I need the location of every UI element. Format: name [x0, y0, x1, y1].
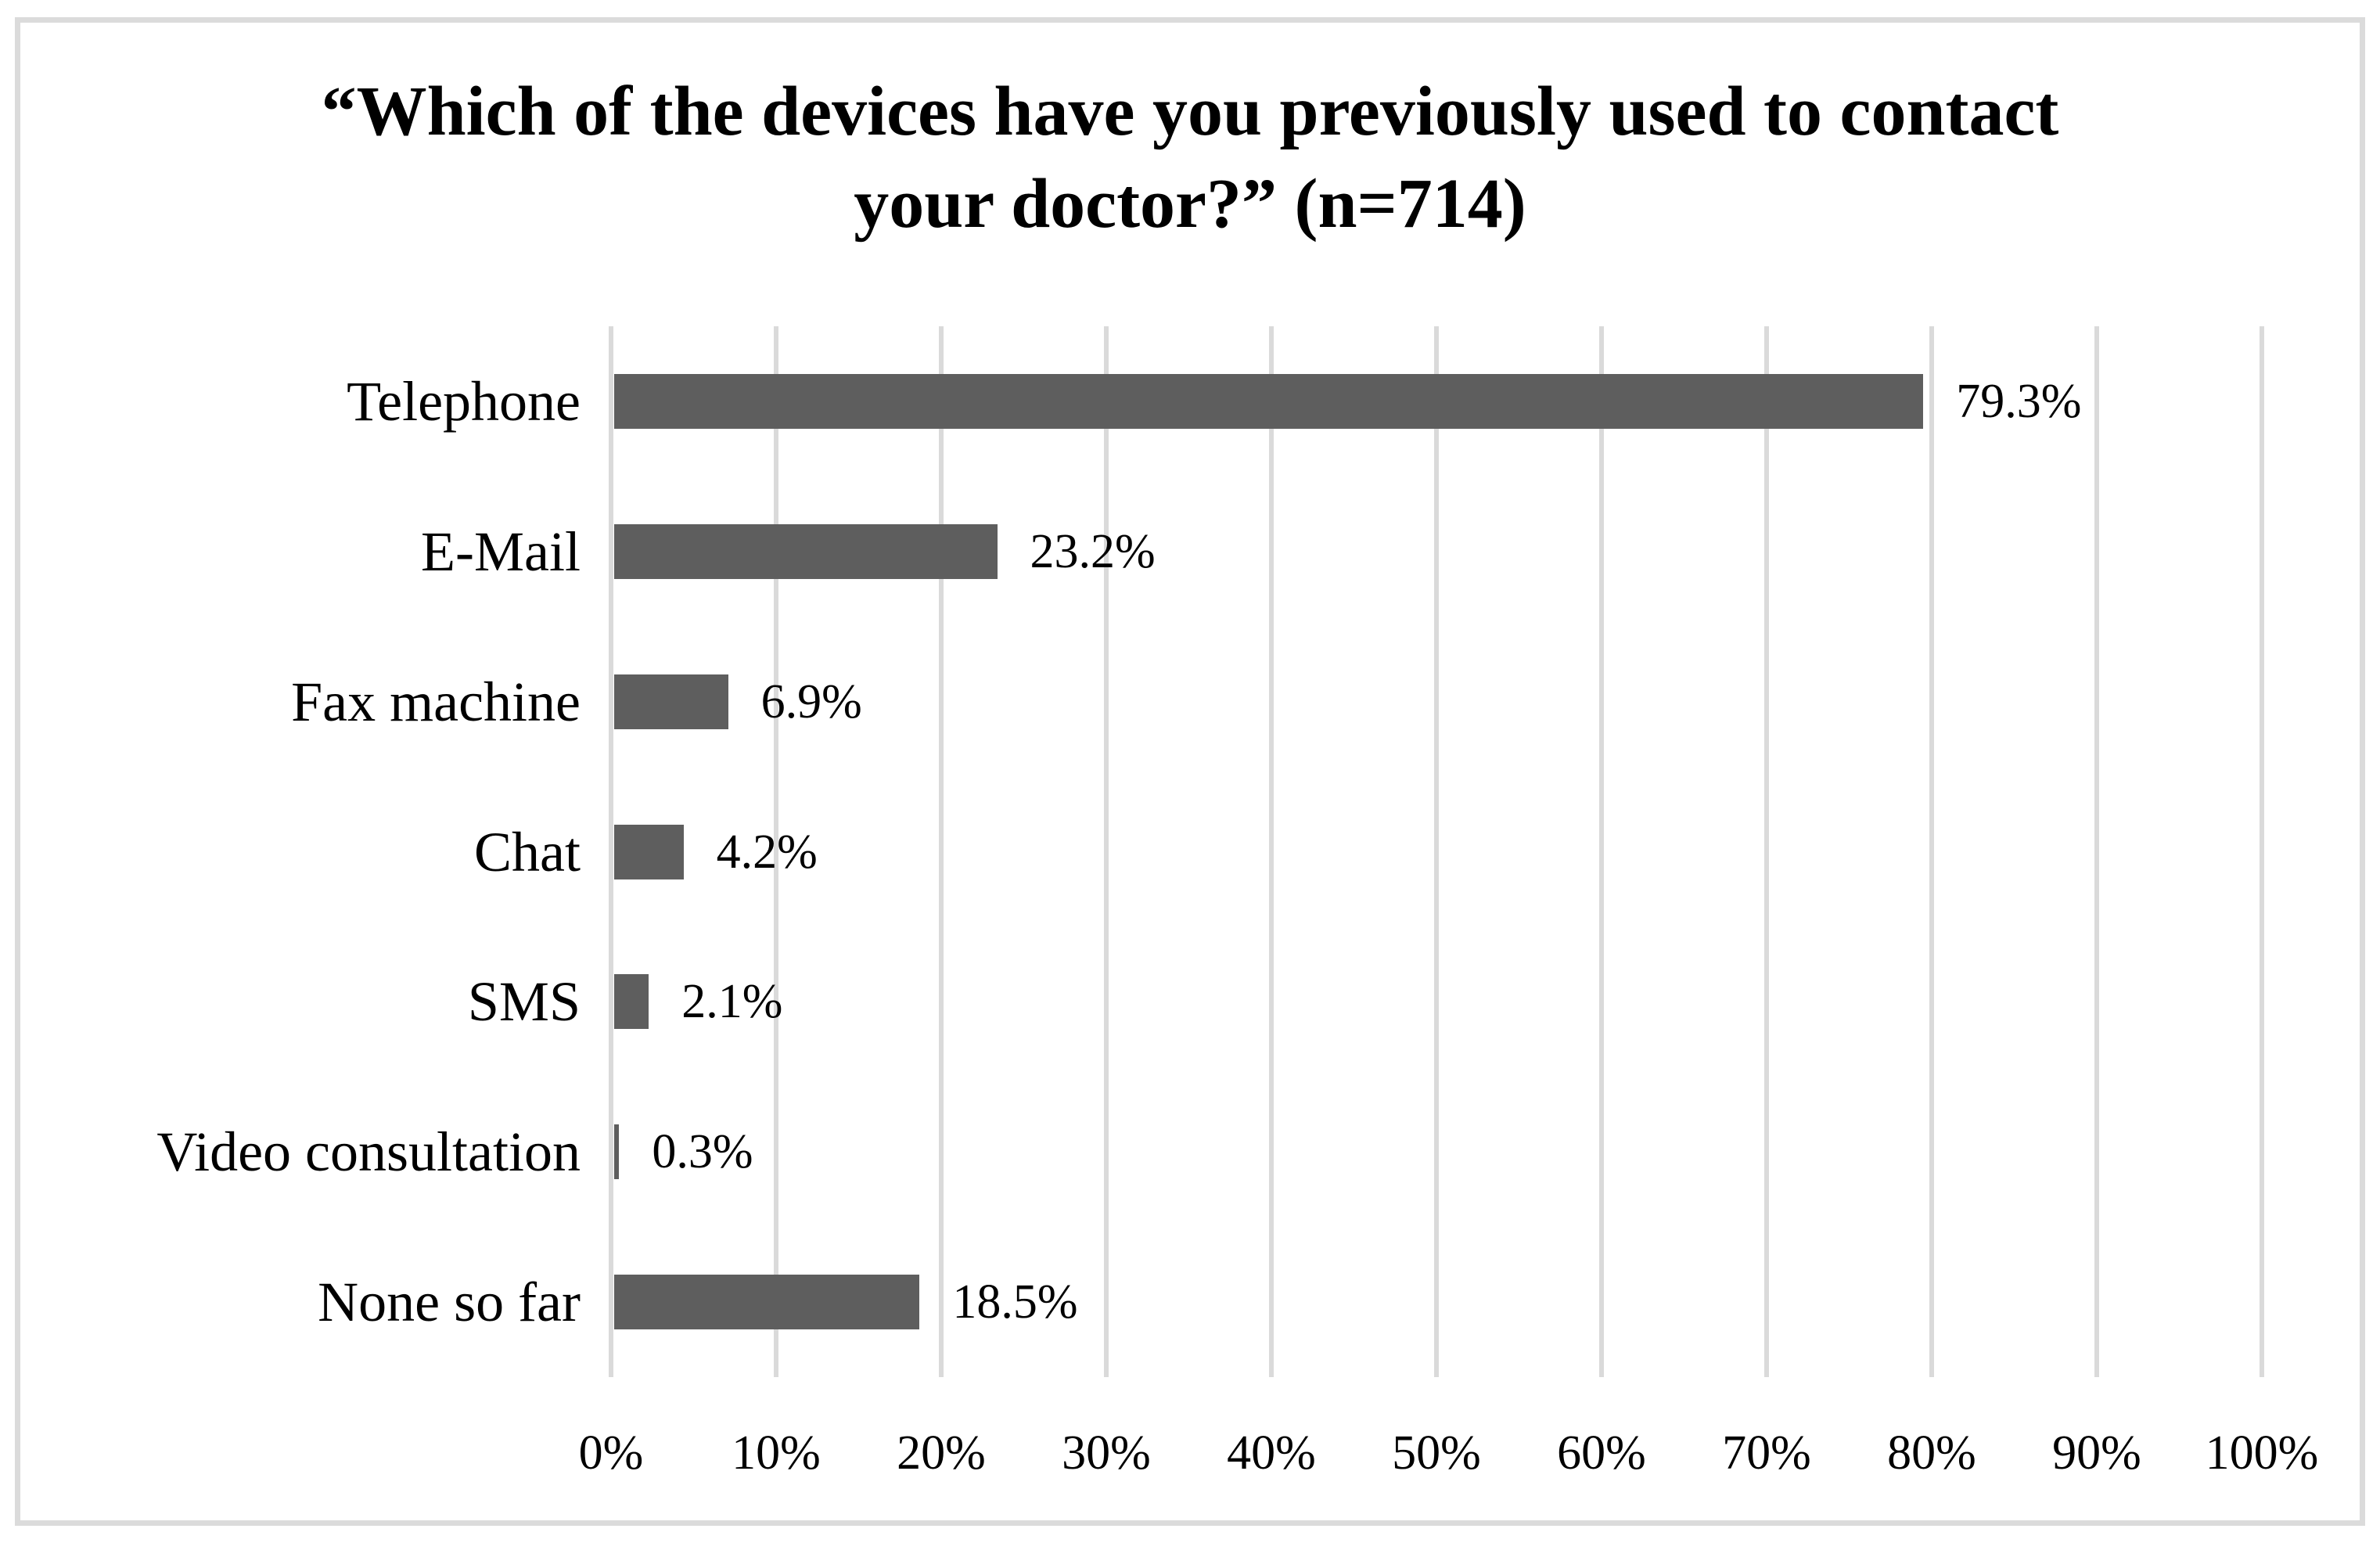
value-label-telephone: 79.3% [1956, 374, 2082, 428]
bar-fax-machine [614, 674, 728, 729]
x-tick-label-100%: 100% [2205, 1426, 2319, 1480]
x-tick-label-40%: 40% [1227, 1426, 1316, 1480]
gridline-60% [1599, 326, 1604, 1377]
value-label-none-so-far: 18.5% [952, 1275, 1078, 1329]
bar-video-consultation [614, 1124, 620, 1180]
gridline-80% [1929, 326, 1934, 1377]
x-tick-label-60%: 60% [1557, 1426, 1646, 1480]
chart-title-line1: “Which of the devices have you previousl… [321, 73, 2059, 150]
bar-e-mail [614, 523, 998, 579]
chart-title-line2: your doctor?” (n=714) [854, 165, 1526, 243]
chart-title: “Which of the devices have you previousl… [0, 66, 2380, 250]
x-tick-label-0%: 0% [578, 1426, 644, 1480]
bar-telephone [614, 373, 1924, 429]
bar-none-so-far [614, 1275, 920, 1330]
x-tick-label-50%: 50% [1392, 1426, 1481, 1480]
gridline-70% [1764, 326, 1769, 1377]
x-tick-label-30%: 30% [1062, 1426, 1151, 1480]
category-label-e-mail: E-Mail [421, 520, 581, 583]
bar-sms [614, 974, 649, 1030]
value-label-fax-machine: 6.9% [760, 674, 862, 728]
value-label-sms: 2.1% [681, 975, 783, 1029]
x-tick-label-10%: 10% [732, 1426, 821, 1480]
gridline-0% [609, 326, 613, 1377]
x-tick-label-90%: 90% [2052, 1426, 2141, 1480]
category-label-video-consultation: Video consultation [156, 1120, 581, 1184]
gridline-10% [774, 326, 778, 1377]
value-label-e-mail: 23.2% [1030, 524, 1156, 578]
category-label-telephone: Telephone [347, 369, 581, 433]
gridline-20% [939, 326, 944, 1377]
chart-outer-border [15, 17, 2365, 1526]
category-label-fax-machine: Fax machine [291, 670, 581, 733]
value-label-chat: 4.2% [716, 825, 818, 879]
gridline-50% [1434, 326, 1439, 1377]
gridline-40% [1269, 326, 1274, 1377]
x-tick-label-80%: 80% [1887, 1426, 1976, 1480]
category-label-sms: SMS [467, 970, 581, 1034]
plot-area [609, 326, 2264, 1377]
category-label-none-so-far: None so far [318, 1271, 581, 1334]
gridline-100% [2260, 326, 2264, 1377]
x-tick-label-70%: 70% [1722, 1426, 1811, 1480]
bar-chat [614, 824, 684, 879]
category-label-chat: Chat [474, 820, 581, 883]
gridline-30% [1104, 326, 1109, 1377]
x-tick-label-20%: 20% [897, 1426, 986, 1480]
value-label-video-consultation: 0.3% [652, 1125, 753, 1179]
gridline-90% [2094, 326, 2099, 1377]
